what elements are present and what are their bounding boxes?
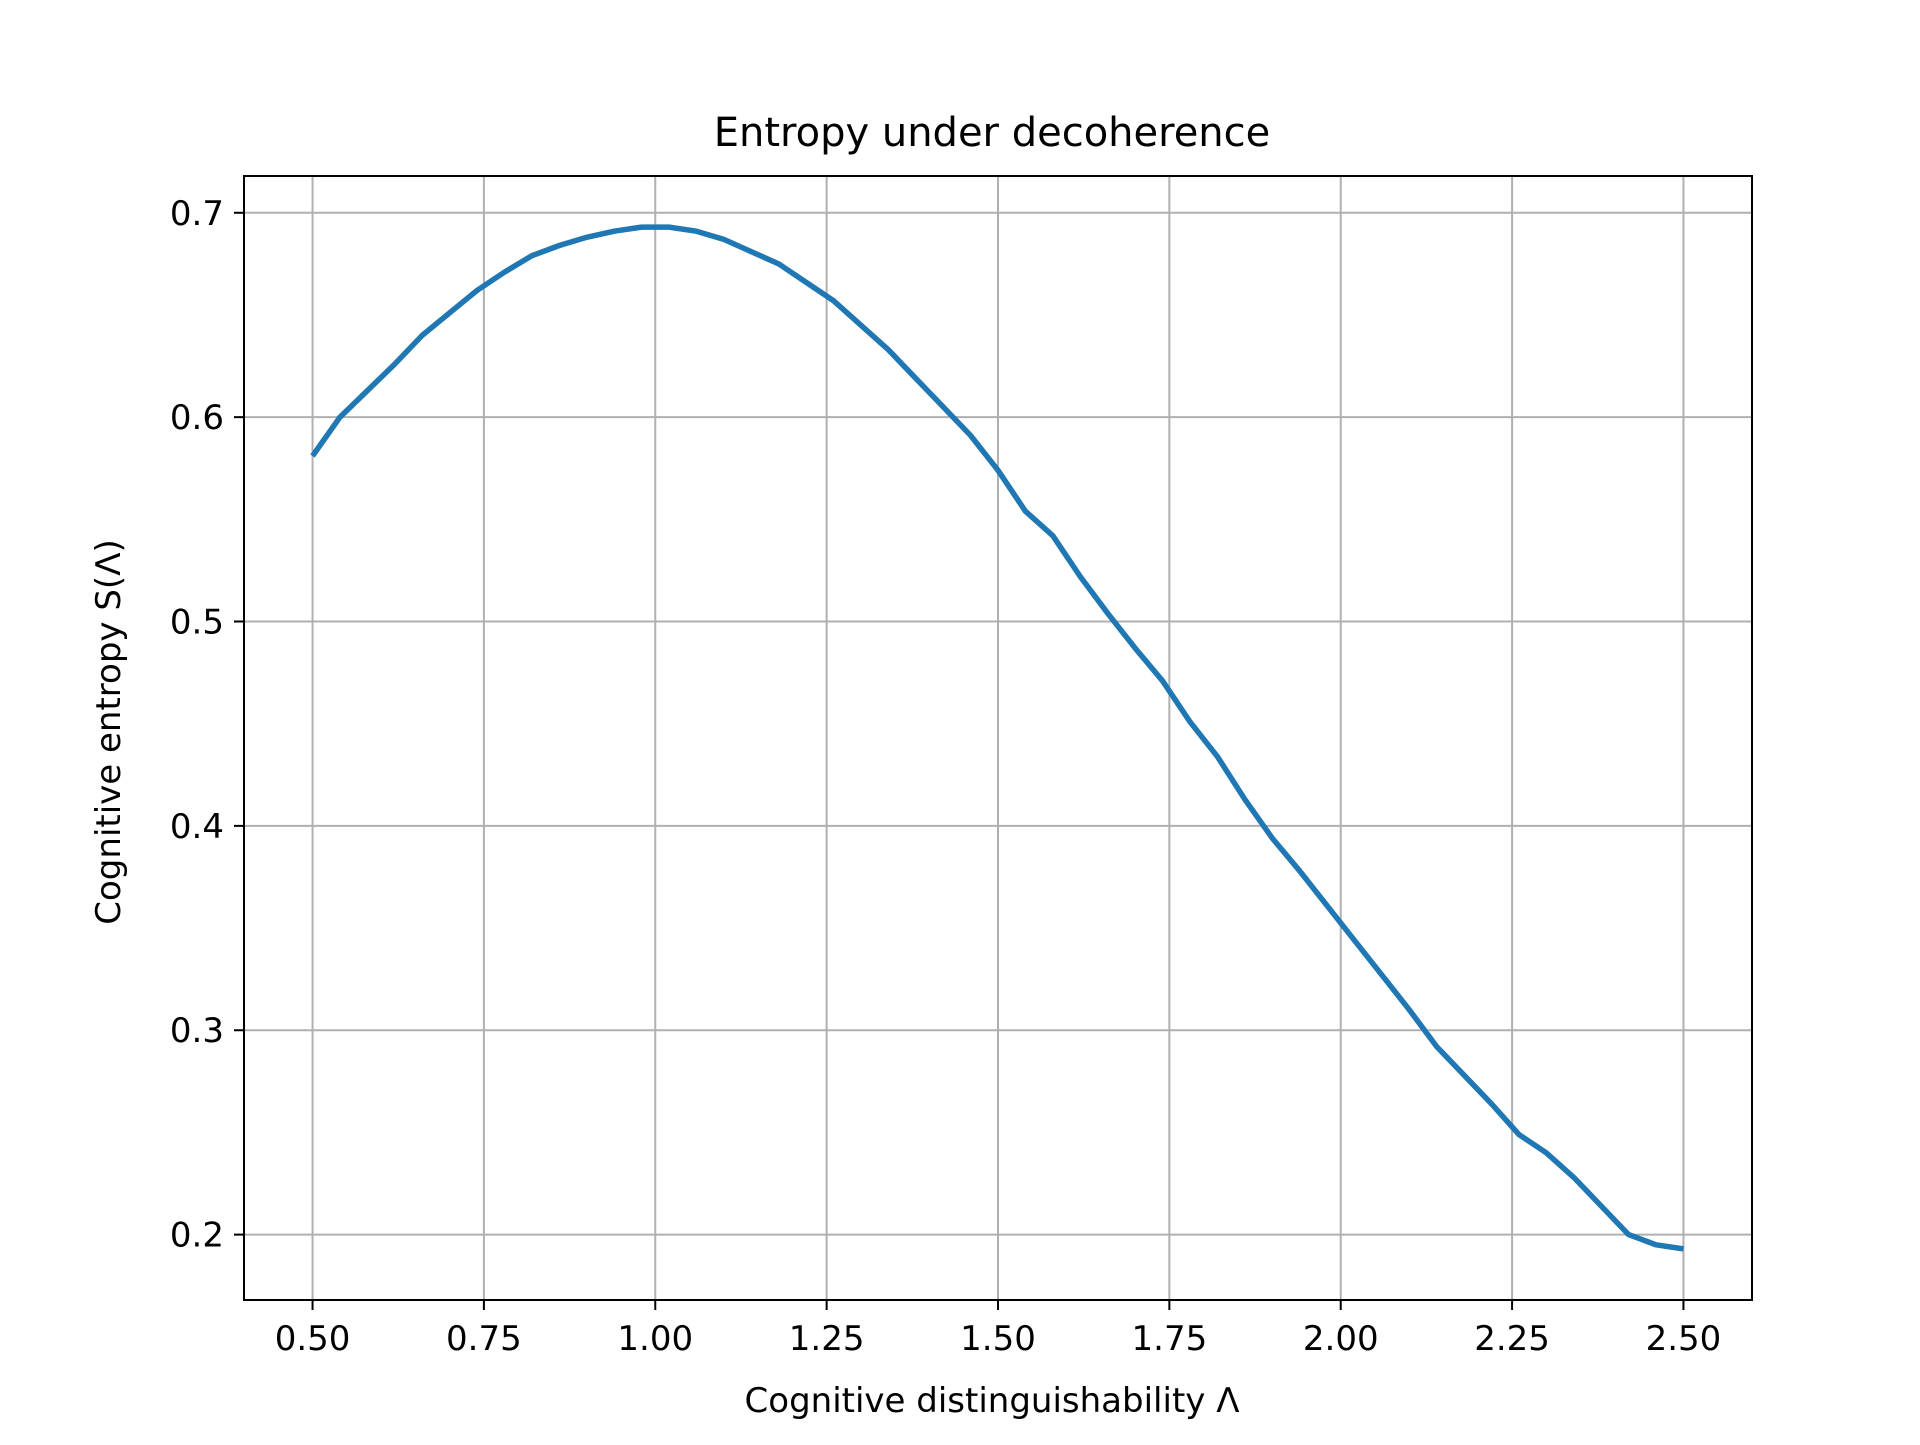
y-tick-label: 0.5 [170,603,224,643]
series-line [310,224,1684,1252]
x-axis-ticks: 0.50 0.75 1.00 1.25 1.50 1.75 2.00 2.25 2.50 [275,1300,1722,1359]
x-tick-label: 1.00 [617,1319,693,1359]
x-tick-label: 1.25 [789,1319,865,1359]
x-tick-label: 0.75 [446,1319,522,1359]
y-axis-label: Cognitive entropy S(Λ) [89,539,129,924]
chart-title: Entropy under decoherence [714,110,1271,156]
y-tick-label: 0.3 [170,1011,224,1051]
x-tick-label: 1.50 [960,1319,1036,1359]
x-axis-label: Cognitive distinguishability Λ [745,1381,1240,1421]
x-tick-label: 2.25 [1474,1319,1550,1359]
x-tick-label: 2.00 [1303,1319,1379,1359]
y-tick-label: 0.6 [170,398,224,438]
x-tick-label: 2.50 [1646,1319,1722,1359]
x-tick-label: 0.50 [275,1319,351,1359]
grid [244,176,1752,1300]
x-tick-label: 1.75 [1132,1319,1208,1359]
y-tick-label: 0.7 [170,194,224,234]
y-axis-ticks: 0.2 0.3 0.4 0.5 0.6 0.7 [170,194,244,1256]
y-tick-label: 0.4 [170,807,224,847]
series-layer [310,224,1684,1252]
y-tick-label: 0.2 [170,1216,224,1256]
